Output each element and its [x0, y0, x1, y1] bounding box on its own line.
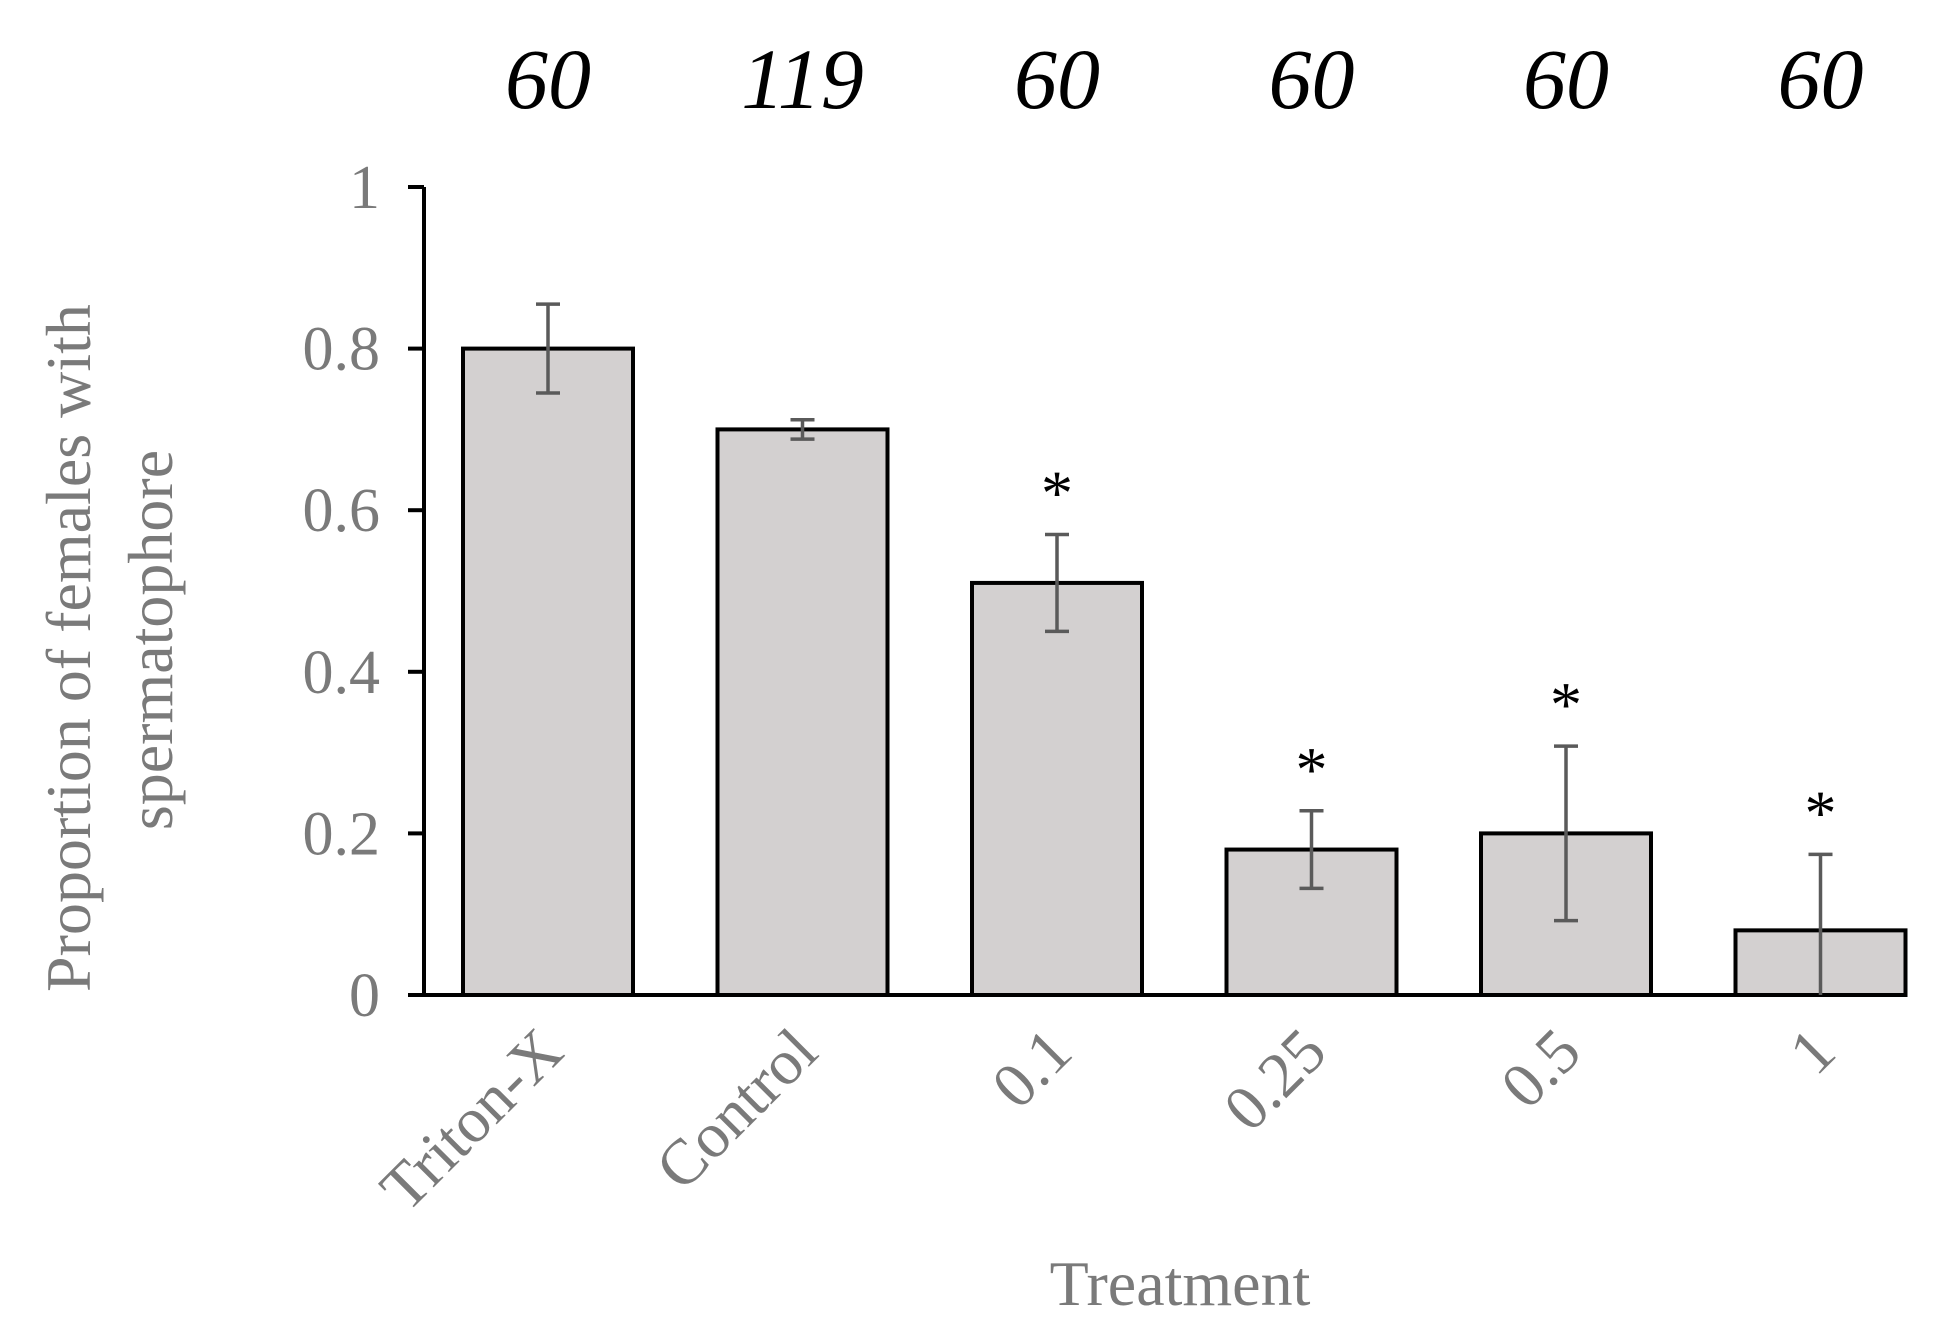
y-tick-label-1: 1	[349, 154, 380, 222]
category-label-0.5: 0.5	[1487, 1015, 1594, 1122]
x-category-labels: Triton-X Control 0.1 0.25 0.5 1	[366, 1015, 1848, 1224]
bars	[461, 346, 1908, 998]
bar-0.1	[970, 580, 1144, 997]
error-bar-0.5	[1554, 744, 1578, 923]
bar-Triton-X	[461, 346, 635, 998]
sample-size-0.1: 60	[1014, 31, 1100, 127]
sample-size-0.25: 60	[1269, 31, 1355, 127]
sample-size-labels: 60 119 60 60 60 60	[505, 31, 1864, 127]
error-bars	[536, 302, 1833, 995]
y-axis-title: Proportion of females with spermatophore	[33, 288, 186, 992]
y-tick-label-0: 0	[349, 962, 380, 1030]
significance-star-0.25: *	[1296, 734, 1328, 805]
error-bar-0.25	[1299, 809, 1324, 891]
y-tick-label-0.6: 0.6	[303, 477, 381, 545]
significance-star-0.1: *	[1041, 457, 1073, 528]
category-label-Triton-X: Triton-X	[366, 1015, 575, 1224]
category-label-0.1: 0.1	[978, 1015, 1085, 1122]
category-label-1: 1	[1776, 1015, 1849, 1088]
y-tick-label-0.4: 0.4	[303, 639, 381, 707]
bar-Control	[715, 427, 890, 997]
sample-size-Triton-X: 60	[505, 31, 591, 127]
sample-size-Control: 119	[741, 31, 864, 127]
category-label-Control: Control	[642, 1015, 830, 1203]
y-tick-label-0.8: 0.8	[303, 316, 381, 384]
sample-size-1: 60	[1778, 31, 1864, 127]
axes	[422, 187, 1770, 997]
significance-star-0.5: *	[1550, 669, 1582, 740]
y-tick-label-0.2: 0.2	[303, 800, 381, 868]
category-label-0.25: 0.25	[1210, 1015, 1339, 1144]
error-bar-0.1	[1045, 532, 1069, 634]
x-axis-title: Treatment	[1050, 1248, 1311, 1319]
error-bar-1	[1808, 852, 1833, 995]
sample-size-0.5: 60	[1523, 31, 1609, 127]
error-bar-Triton-X	[536, 302, 560, 395]
y-ticks: 0 0.2 0.4 0.6 0.8 1	[303, 154, 424, 1030]
y-axis-title-line-1: Proportion of females with	[33, 304, 104, 992]
significance-markers: * * * *	[1041, 457, 1837, 848]
significance-star-1: *	[1805, 777, 1837, 848]
error-bar-Control	[790, 417, 815, 441]
y-axis-title-line-2: spermatophore	[115, 450, 186, 830]
